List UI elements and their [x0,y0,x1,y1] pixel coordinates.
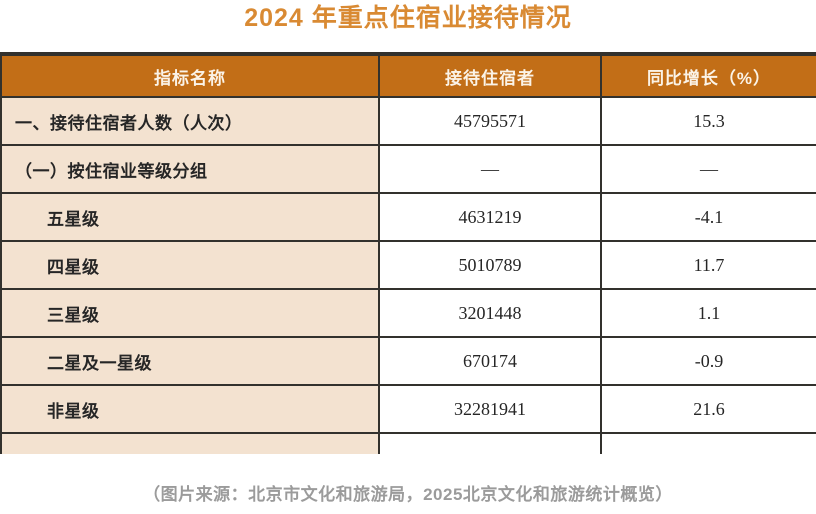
growth-cell: — [600,144,816,194]
column-header-growth: 同比增长（%） [600,52,816,98]
column-header-indicator: 指标名称 [0,52,380,98]
page-title: 2024 年重点住宿业接待情况 [244,4,572,32]
growth-cell: 21.6 [600,384,816,434]
table-row: 非星级 32281941 21.6 [0,384,816,434]
guests-cell: 45795571 [378,96,602,146]
guests-cell: 32281941 [378,384,602,434]
growth-cell: -0.9 [600,336,816,386]
guests-cell: 4631219 [378,192,602,242]
table-row: 三星级 3201448 1.1 [0,288,816,338]
indicator-cell: （一）按住宿业等级分组 [0,144,380,194]
growth-cell: 11.7 [600,240,816,290]
source-caption: （图片来源：北京市文化和旅游局，2025北京文化和旅游统计概览） [143,485,673,504]
growth-cell: -4.1 [600,192,816,242]
growth-cell [600,432,816,454]
indicator-cell [0,432,380,454]
indicator-cell: 一、接待住宿者人数（人次） [0,96,380,146]
table-row: 四星级 5010789 11.7 [0,240,816,290]
guests-cell: — [378,144,602,194]
table-row-cutoff [0,432,816,454]
guests-cell: 5010789 [378,240,602,290]
indicator-cell: 非星级 [0,384,380,434]
table-row: 二星及一星级 670174 -0.9 [0,336,816,386]
growth-cell: 15.3 [600,96,816,146]
growth-cell: 1.1 [600,288,816,338]
indicator-cell: 二星及一星级 [0,336,380,386]
guests-cell [378,432,602,454]
stats-table: 指标名称 接待住宿者 同比增长（%） 一、接待住宿者人数（人次） 45795571… [0,52,816,454]
guests-cell: 3201448 [378,288,602,338]
table-row: 一、接待住宿者人数（人次） 45795571 15.3 [0,96,816,146]
column-header-guests: 接待住宿者 [378,52,602,98]
table-header-row: 指标名称 接待住宿者 同比增长（%） [0,52,816,98]
table-container: 指标名称 接待住宿者 同比增长（%） 一、接待住宿者人数（人次） 45795571… [0,52,816,454]
guests-cell: 670174 [378,336,602,386]
indicator-cell: 三星级 [0,288,380,338]
table-row: 五星级 4631219 -4.1 [0,192,816,242]
table-row: （一）按住宿业等级分组 — — [0,144,816,194]
indicator-cell: 五星级 [0,192,380,242]
indicator-cell: 四星级 [0,240,380,290]
